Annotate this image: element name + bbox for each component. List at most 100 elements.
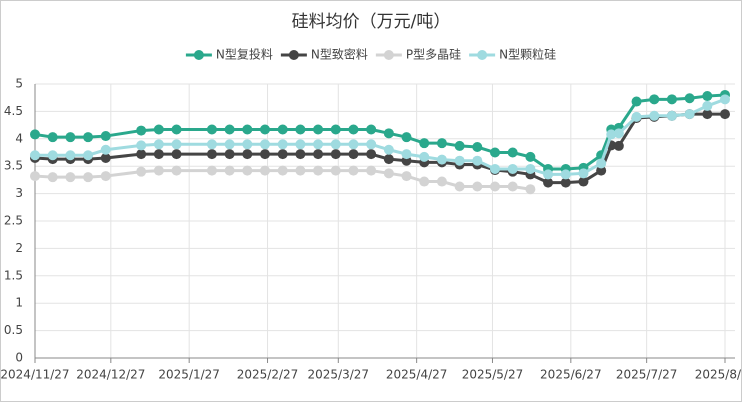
data-point [454, 140, 465, 151]
data-point [472, 155, 483, 166]
data-point [490, 147, 500, 158]
data-point [153, 149, 164, 160]
y-tick-label: 4.5 [4, 104, 23, 118]
data-point [47, 150, 58, 161]
data-point [649, 110, 660, 121]
data-point [47, 132, 58, 143]
data-point [277, 139, 288, 150]
data-point [348, 149, 359, 160]
data-point [295, 139, 306, 150]
data-point [490, 181, 500, 192]
data-point [666, 110, 677, 121]
legend-swatch [383, 50, 394, 60]
data-point [543, 177, 554, 188]
data-point [224, 165, 235, 176]
data-point [153, 124, 164, 135]
legend-label: N型复投料 [216, 47, 273, 62]
data-point [153, 165, 164, 176]
legend: N型复投料 N型致密料 P型多晶硅 N型颗粒硅 [185, 47, 556, 62]
legend-label: N型颗粒硅 [499, 47, 556, 62]
data-point [330, 124, 341, 135]
data-point [366, 139, 377, 150]
data-point [631, 96, 642, 107]
data-point [242, 139, 253, 150]
data-point [436, 138, 447, 149]
data-point [560, 177, 571, 188]
data-point [313, 124, 324, 135]
data-point [348, 139, 359, 150]
data-point [100, 131, 111, 142]
y-tick-label: 3 [15, 186, 23, 200]
data-point [454, 155, 465, 166]
data-point [277, 149, 288, 160]
data-point [313, 165, 324, 176]
data-point [206, 149, 217, 160]
data-point [313, 149, 324, 160]
data-point [596, 165, 607, 176]
data-point [153, 139, 164, 150]
data-point [136, 125, 147, 136]
data-point [472, 181, 483, 192]
data-point [295, 149, 306, 160]
data-point [313, 139, 324, 150]
data-point [277, 165, 288, 176]
data-point [507, 181, 518, 192]
x-tick-label: 2025/3/27 [308, 368, 370, 382]
data-point [65, 150, 76, 161]
data-point [720, 94, 730, 105]
y-tick-label: 0.5 [4, 323, 23, 337]
data-point [454, 181, 465, 192]
data-point [30, 150, 40, 161]
data-point [83, 150, 94, 161]
data-point [348, 124, 359, 135]
data-point [330, 139, 341, 150]
x-tick-label: 2025/6/27 [540, 368, 602, 382]
data-point [525, 151, 536, 162]
data-point [525, 163, 536, 174]
y-tick-label: 1 [15, 296, 23, 310]
data-point [242, 165, 253, 176]
data-point [543, 169, 554, 180]
data-point [702, 109, 713, 120]
y-tick-label: 3.5 [4, 159, 23, 173]
data-point [649, 94, 660, 105]
data-point [436, 154, 447, 165]
data-point [419, 138, 430, 149]
data-point [100, 152, 111, 163]
data-point [366, 149, 377, 160]
data-point [242, 149, 253, 160]
data-point [171, 124, 182, 135]
data-point [136, 166, 147, 177]
data-point [507, 147, 518, 158]
data-point [613, 128, 624, 139]
y-tick-label: 1.5 [4, 268, 23, 282]
data-point [224, 139, 235, 150]
data-point [242, 124, 253, 135]
data-point [702, 91, 713, 102]
data-point [383, 144, 394, 155]
data-point [383, 168, 394, 179]
data-point [525, 184, 536, 195]
data-point [401, 171, 412, 182]
data-point [171, 149, 182, 160]
legend-swatch [193, 50, 204, 60]
y-tick-label: 2 [15, 241, 23, 255]
data-point [401, 132, 412, 143]
legend-item: N型复投料 [185, 47, 273, 62]
data-point [348, 165, 359, 176]
y-tick-label: 0 [15, 351, 23, 365]
data-point [330, 165, 341, 176]
x-tick-label: 2025/2/27 [237, 368, 299, 382]
data-point [83, 172, 94, 183]
data-point [578, 168, 589, 179]
data-point [83, 132, 94, 143]
x-tick-label: 2025/1/27 [158, 368, 220, 382]
legend-label: N型致密料 [311, 47, 368, 62]
data-point [100, 171, 111, 182]
legend-item: N型颗粒硅 [469, 47, 556, 62]
data-point [171, 165, 182, 176]
data-point [224, 124, 235, 135]
y-tick-label: 4 [15, 131, 23, 145]
